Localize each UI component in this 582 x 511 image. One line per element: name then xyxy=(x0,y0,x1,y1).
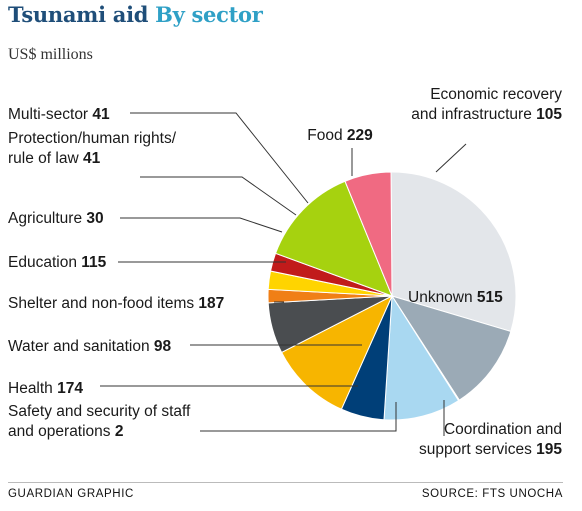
slice-value-multi-sector: 41 xyxy=(88,106,110,123)
leader-line-agriculture xyxy=(120,217,283,233)
chart-title: Tsunami aid By sector xyxy=(8,2,263,27)
slice-label-agriculture: Agriculture 30 xyxy=(8,210,104,227)
slice-label-food: Food 229 xyxy=(307,127,373,144)
slice-value-agriculture: 30 xyxy=(82,210,104,227)
slice-label-safety-and-security-of-staff-and-operations-line1: Safety and security of staff xyxy=(8,403,191,420)
slice-label-economic-recovery-and-infrastructure-line2: and infrastructure 105 xyxy=(411,106,562,123)
slice-label-unknown: Unknown 515 xyxy=(408,289,503,306)
footer-rule xyxy=(8,482,563,483)
slice-value-food: 229 xyxy=(343,127,374,144)
slice-value-water-and-sanitation: 98 xyxy=(150,338,172,355)
slice-value-coordination-and-support-services: 195 xyxy=(532,441,563,458)
slice-label-health: Health 174 xyxy=(8,380,83,397)
slice-value-economic-recovery-and-infrastructure: 105 xyxy=(532,106,563,123)
slice-label-protection-human-rights-rule-of-law-line2: rule of law 41 xyxy=(8,150,101,167)
slice-label-multi-sector: Multi-sector 41 xyxy=(8,106,110,123)
chart-title-accent: By sector xyxy=(155,2,263,27)
slice-value-safety-and-security-of-staff-and-operations: 2 xyxy=(111,423,124,440)
footer-source: SOURCE: FTS UNOCHA xyxy=(421,488,563,500)
pie-slice-unknown xyxy=(390,171,517,333)
slice-value-unknown: 515 xyxy=(473,289,504,306)
slice-label-economic-recovery-and-infrastructure-line1: Economic recovery xyxy=(430,86,562,103)
pie-slice-coordination-and-support-services xyxy=(390,295,512,401)
footer-credit: GUARDIAN GRAPHIC xyxy=(8,488,134,500)
slice-label-coordination-and-support-services-line2: support services 195 xyxy=(419,441,562,458)
slice-value-shelter-and-non-food-items: 187 xyxy=(194,295,224,312)
slice-value-education: 115 xyxy=(77,254,107,271)
slice-value-protection-human-rights-rule-of-law: 41 xyxy=(79,150,101,167)
leader-line-safety-and-security-of-staff-and-operations xyxy=(200,402,397,432)
slice-label-protection-human-rights-rule-of-law-line1: Protection/human rights/ xyxy=(8,130,177,147)
slice-label-safety-and-security-of-staff-and-operations-line2: and operations 2 xyxy=(8,423,124,440)
chart-title-main: Tsunami aid xyxy=(8,2,149,27)
slice-label-education: Education 115 xyxy=(8,254,107,271)
slice-label-shelter-and-non-food-items: Shelter and non-food items 187 xyxy=(8,295,224,312)
pie-slice-food xyxy=(274,180,393,297)
pie-slice-health xyxy=(383,294,460,421)
leader-line-economic-recovery-and-infrastructure xyxy=(435,143,467,173)
leader-line-protection-human-rights-rule-of-law xyxy=(140,176,297,216)
slice-label-water-and-sanitation: Water and sanitation 98 xyxy=(8,338,172,355)
chart-units: US$ millions xyxy=(8,46,93,63)
pie-slice-economic-recovery-and-infrastructure xyxy=(344,171,393,297)
slice-value-health: 174 xyxy=(53,380,84,397)
slice-label-coordination-and-support-services-line1: Coordination and xyxy=(444,421,562,438)
leader-line-multi-sector xyxy=(130,112,309,204)
